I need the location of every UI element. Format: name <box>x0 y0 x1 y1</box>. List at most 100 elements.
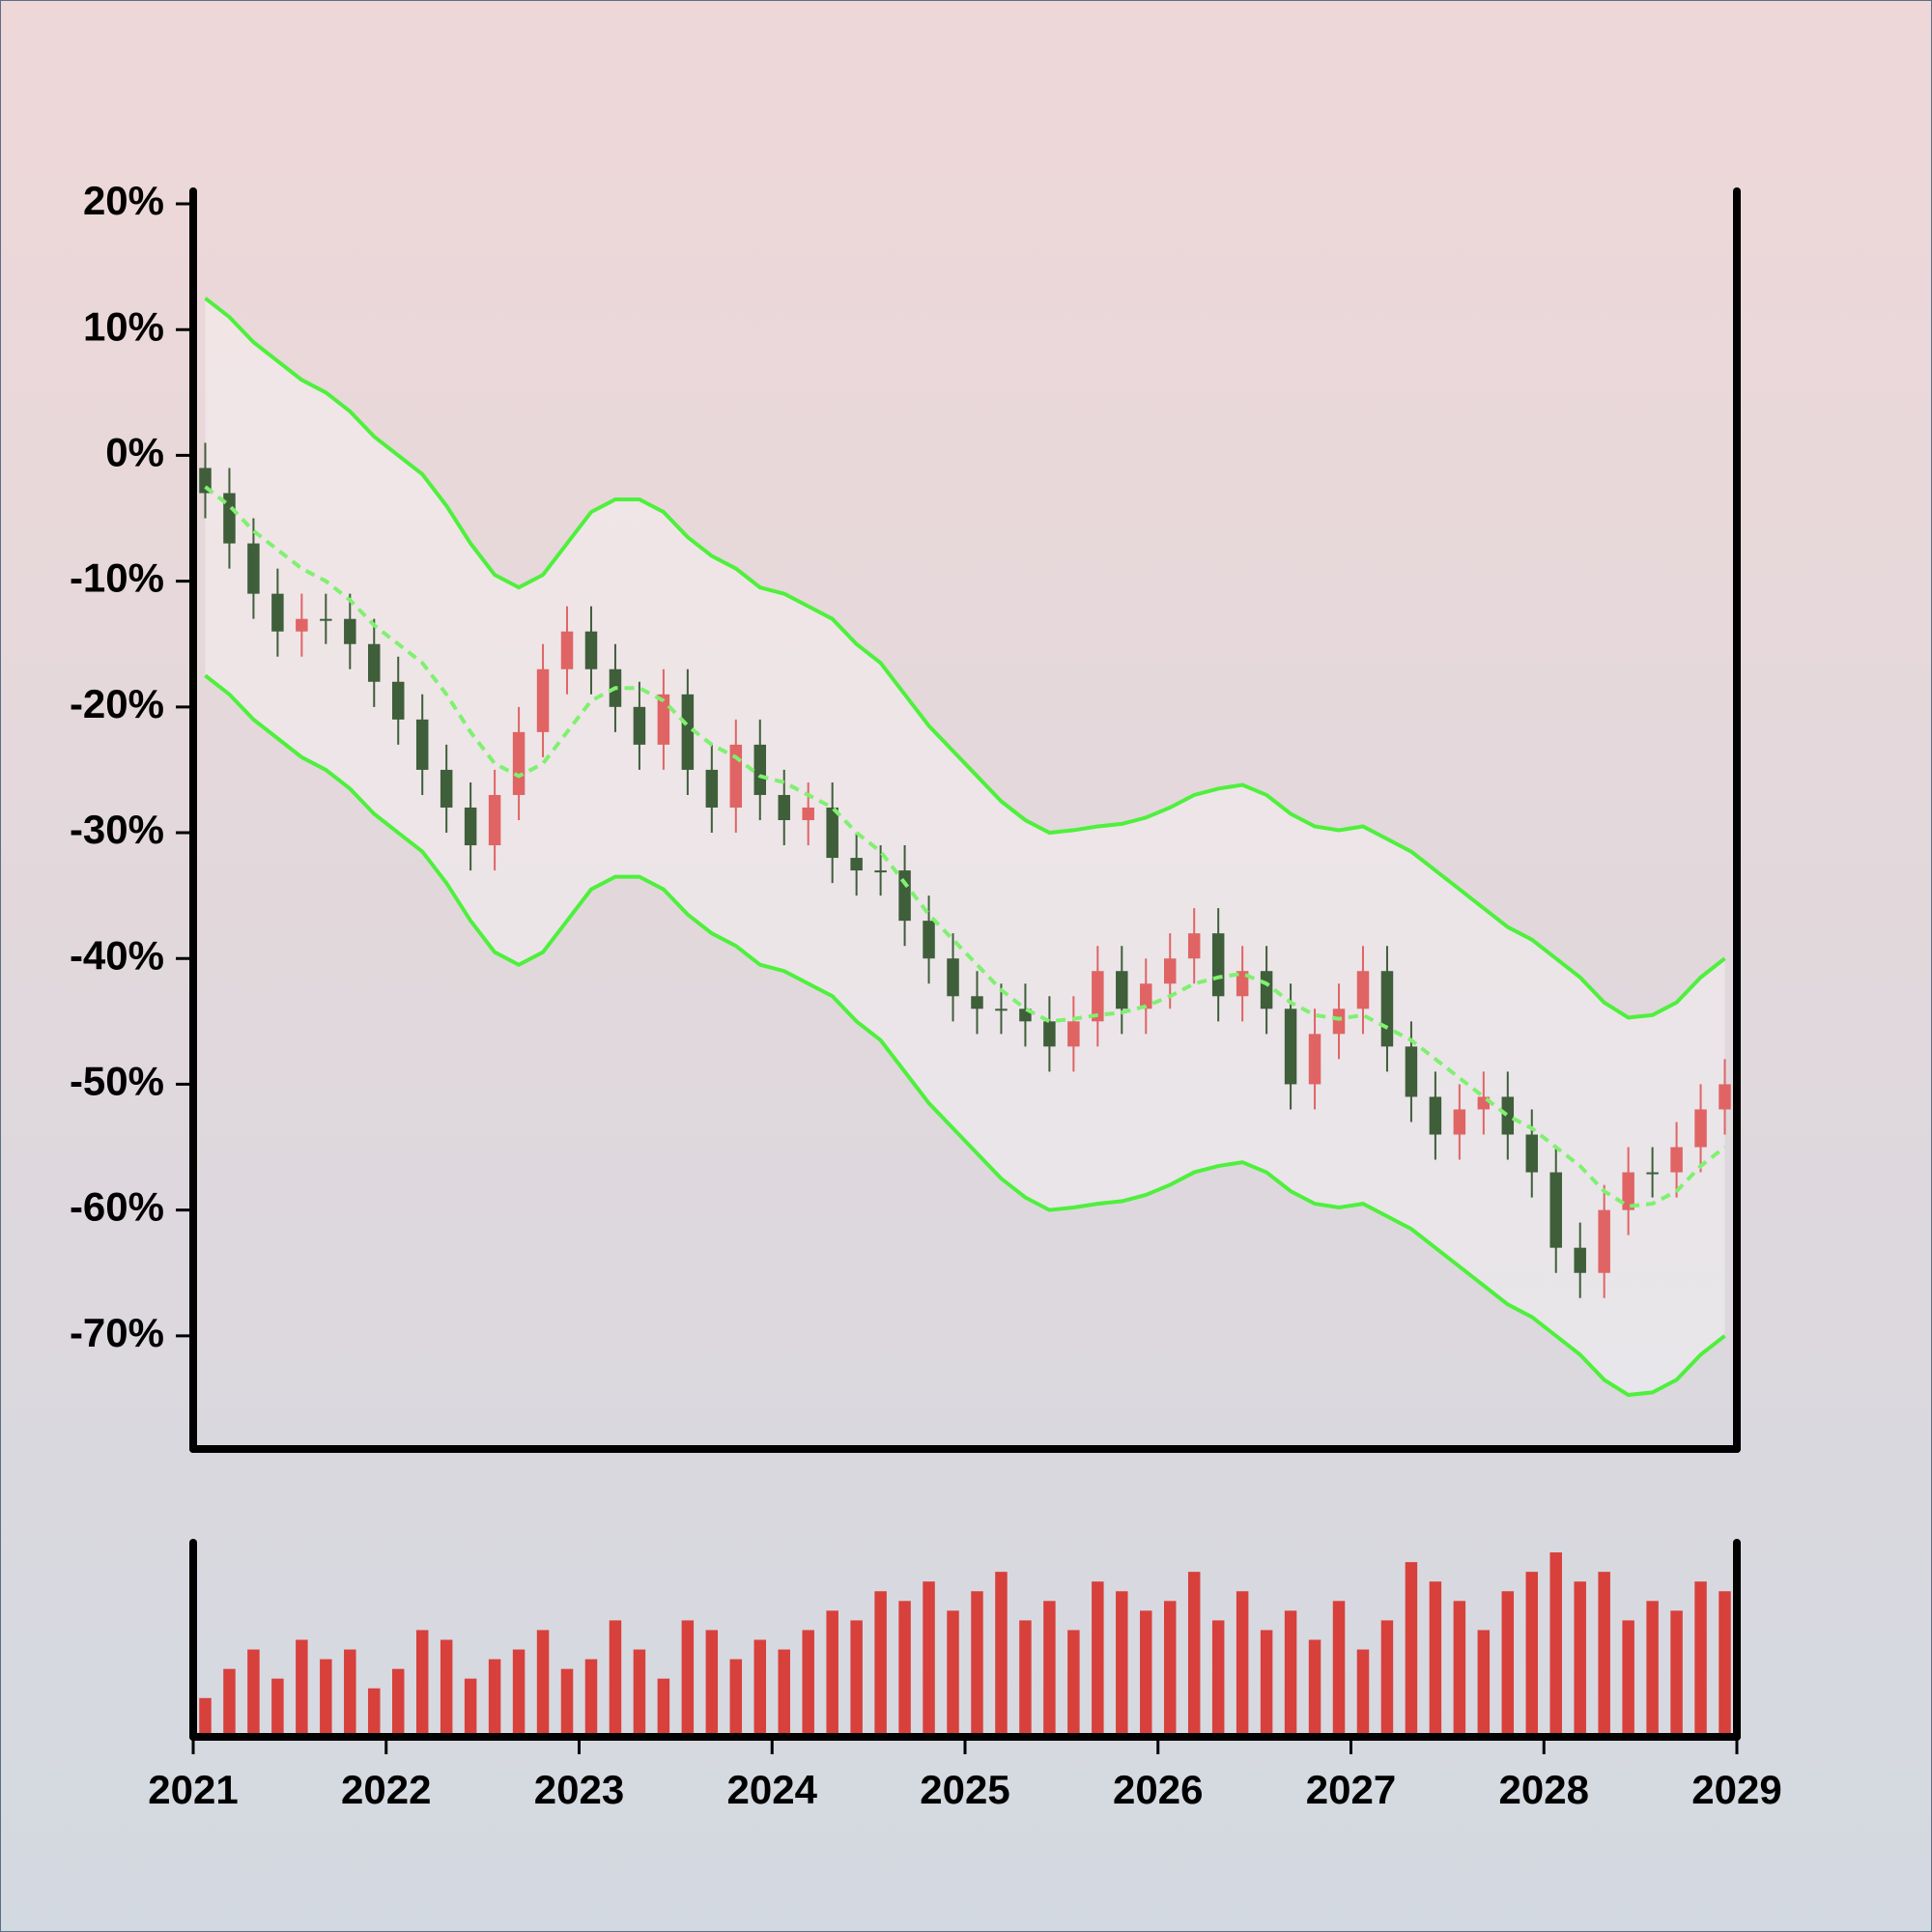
candle-body <box>681 694 695 770</box>
candle-body <box>1405 1046 1418 1097</box>
volume-bar <box>1670 1610 1683 1737</box>
volume-bar <box>971 1591 983 1737</box>
band-fill <box>205 298 1725 1396</box>
volume-bar <box>1574 1581 1586 1737</box>
volume-bar <box>995 1572 1008 1737</box>
volume-bar <box>1525 1572 1539 1737</box>
volume-bar <box>512 1649 526 1737</box>
volume-bar <box>1694 1581 1707 1737</box>
volume-bar <box>464 1678 477 1737</box>
volume-bar <box>415 1630 429 1737</box>
volume-bar <box>1356 1649 1370 1737</box>
y-tick-label: -40% <box>70 932 164 978</box>
candle-body <box>1211 933 1225 997</box>
candle-body <box>753 744 767 795</box>
candle-body <box>1260 971 1273 1009</box>
x-tick-label: 2027 <box>1306 1767 1396 1812</box>
candle-body <box>1429 1096 1442 1135</box>
candle-body <box>1043 1021 1056 1047</box>
candle-body <box>1549 1172 1562 1248</box>
y-tick-label: 20% <box>83 178 164 223</box>
candle-body <box>560 631 574 669</box>
candle-body <box>971 996 983 1009</box>
candle-body <box>1646 1172 1659 1175</box>
candle-body <box>271 593 284 632</box>
candle-body <box>415 719 429 770</box>
candle-body <box>923 921 935 959</box>
volume-bar <box>440 1639 453 1737</box>
volume-bar <box>1043 1601 1056 1737</box>
candle-body <box>296 618 308 632</box>
volume-bar <box>199 1697 212 1737</box>
volume-bar <box>320 1659 332 1737</box>
plot-layer: 20% 10% 0% -10% -20% -30% -40% -50% -60% -70% 2021… <box>70 178 1782 1812</box>
volume-bar <box>1116 1591 1128 1737</box>
volume-bar <box>1260 1630 1273 1737</box>
volume-bar <box>850 1620 863 1737</box>
candle-body <box>1501 1096 1515 1135</box>
volume-bar <box>1236 1591 1249 1737</box>
volume-bar <box>826 1610 838 1737</box>
volume-bar <box>247 1649 260 1737</box>
volume-bar <box>488 1659 501 1737</box>
x-tick-label: 2021 <box>148 1767 238 1812</box>
volume-bar <box>296 1639 308 1737</box>
candle-body <box>1308 1034 1321 1085</box>
candle-body <box>368 643 381 682</box>
volume-bar <box>874 1591 887 1737</box>
candle-body <box>778 794 790 820</box>
volume-bar <box>391 1668 405 1737</box>
volume-bar <box>1719 1591 1731 1737</box>
candle-body <box>1140 983 1152 1009</box>
candle-body <box>1332 1009 1346 1035</box>
volume-bar <box>1598 1572 1610 1737</box>
y-tick-label: -70% <box>70 1310 164 1355</box>
x-tick-label: 2023 <box>534 1767 624 1812</box>
volume-bar <box>1308 1639 1321 1737</box>
band-line <box>204 297 1726 1020</box>
volume-bar <box>681 1620 695 1737</box>
volume-bar <box>584 1659 598 1737</box>
candle-body <box>247 543 260 594</box>
volume-bar <box>923 1581 935 1737</box>
candle-body <box>1284 1009 1297 1085</box>
candle-body <box>1356 971 1370 1009</box>
y-tick-label: -10% <box>70 555 164 601</box>
volume-bar <box>560 1668 574 1737</box>
y-tick-label: -60% <box>70 1184 164 1230</box>
candle-body <box>1067 1021 1080 1047</box>
volume-bar <box>536 1630 550 1737</box>
band-line <box>204 673 1726 1398</box>
volume-bar <box>1140 1610 1152 1737</box>
candle-body <box>1236 971 1249 997</box>
candle-body <box>1598 1209 1610 1273</box>
volume-bar <box>271 1678 284 1737</box>
volume-bar <box>729 1659 743 1737</box>
volume-bar <box>947 1610 959 1737</box>
candle-body <box>633 706 646 745</box>
x-tick-label: 2024 <box>727 1767 818 1812</box>
candle-body <box>391 681 405 720</box>
volume-bar <box>223 1668 236 1737</box>
volume-bar <box>1429 1581 1442 1737</box>
candle-body <box>1187 933 1201 959</box>
candle-body <box>995 1009 1008 1011</box>
candle-body <box>1453 1109 1466 1135</box>
candle-body <box>1525 1134 1539 1173</box>
candle-body <box>850 858 863 871</box>
volume-bar <box>753 1639 767 1737</box>
volume-bar <box>344 1649 356 1737</box>
volume-bar <box>368 1688 381 1737</box>
volume-bar <box>1646 1601 1659 1737</box>
x-tick-label: 2029 <box>1691 1767 1781 1812</box>
volume-bar <box>1067 1630 1080 1737</box>
candle-body <box>344 618 356 644</box>
candle-body <box>826 807 838 859</box>
candle-body <box>705 769 719 808</box>
candle-body <box>1670 1147 1683 1173</box>
candle-body <box>1622 1172 1634 1210</box>
y-tick-label: 10% <box>83 303 164 349</box>
candle-body <box>874 870 887 873</box>
